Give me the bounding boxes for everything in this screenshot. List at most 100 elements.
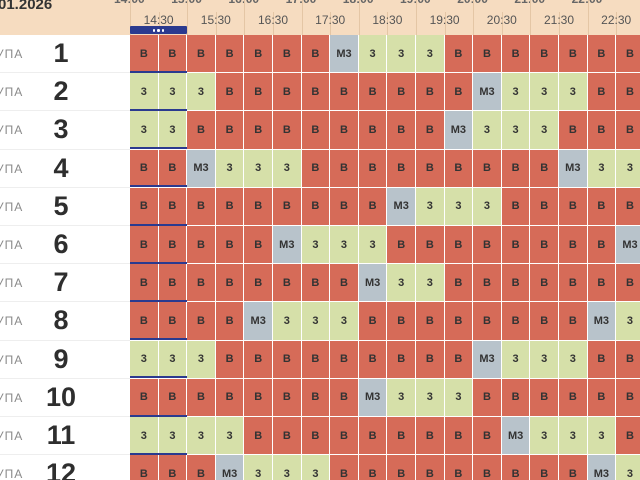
schedule-cell[interactable]: 3 bbox=[130, 73, 159, 112]
schedule-cell[interactable]: 3 bbox=[501, 73, 531, 112]
schedule-cell[interactable]: В bbox=[244, 417, 273, 456]
schedule-cell[interactable]: В bbox=[244, 73, 273, 112]
schedule-cell[interactable]: В bbox=[387, 149, 416, 188]
schedule-cell[interactable]: В bbox=[530, 149, 559, 188]
schedule-cell[interactable]: 3 bbox=[244, 455, 273, 480]
schedule-cell[interactable]: 3 bbox=[416, 187, 445, 226]
schedule-cell[interactable]: В bbox=[130, 187, 159, 226]
schedule-cell[interactable]: В bbox=[244, 226, 273, 265]
schedule-cell[interactable]: В bbox=[559, 226, 588, 265]
schedule-cell[interactable]: В bbox=[187, 264, 216, 303]
schedule-cell[interactable]: В bbox=[473, 35, 502, 74]
schedule-cell[interactable]: 3 bbox=[130, 340, 159, 379]
schedule-cell[interactable]: М3 bbox=[273, 226, 302, 265]
schedule-cell[interactable]: 3 bbox=[215, 149, 245, 188]
schedule-cell[interactable]: В bbox=[416, 111, 445, 150]
schedule-cell[interactable]: В bbox=[616, 73, 640, 112]
schedule-cell[interactable]: В bbox=[444, 417, 474, 456]
schedule-cell[interactable]: 3 bbox=[330, 302, 359, 341]
schedule-cell[interactable]: В bbox=[530, 264, 559, 303]
schedule-cell[interactable]: В bbox=[501, 378, 531, 417]
schedule-cell[interactable]: В bbox=[444, 340, 474, 379]
schedule-cell[interactable]: 3 bbox=[616, 302, 640, 341]
schedule-cell[interactable]: В bbox=[130, 378, 159, 417]
schedule-cell[interactable]: В bbox=[530, 226, 559, 265]
schedule-cell[interactable]: В bbox=[387, 302, 416, 341]
schedule-cell[interactable]: М3 bbox=[473, 340, 502, 379]
schedule-cell[interactable]: В bbox=[587, 378, 617, 417]
schedule-cell[interactable]: 3 bbox=[301, 226, 331, 265]
schedule-cell[interactable]: В bbox=[501, 35, 531, 74]
schedule-cell[interactable]: В bbox=[301, 378, 331, 417]
schedule-cell[interactable]: В bbox=[559, 264, 588, 303]
schedule-cell[interactable]: В bbox=[215, 187, 245, 226]
schedule-cell[interactable]: В bbox=[244, 35, 273, 74]
schedule-cell[interactable]: М3 bbox=[587, 302, 617, 341]
schedule-cell[interactable]: В bbox=[616, 35, 640, 74]
schedule-cell[interactable]: В bbox=[616, 187, 640, 226]
schedule-cell[interactable]: В bbox=[158, 226, 188, 265]
schedule-cell[interactable]: В bbox=[187, 226, 216, 265]
schedule-cell[interactable]: В bbox=[330, 73, 359, 112]
schedule-cell[interactable]: В bbox=[301, 73, 331, 112]
schedule-cell[interactable]: 3 bbox=[273, 149, 302, 188]
schedule-cell[interactable]: 3 bbox=[387, 264, 416, 303]
schedule-cell[interactable]: В bbox=[273, 340, 302, 379]
schedule-cell[interactable]: В bbox=[358, 73, 388, 112]
schedule-cell[interactable]: М3 bbox=[358, 378, 388, 417]
schedule-cell[interactable]: М3 bbox=[559, 149, 588, 188]
schedule-cell[interactable]: В bbox=[158, 302, 188, 341]
schedule-cell[interactable]: 3 bbox=[273, 455, 302, 480]
schedule-cell[interactable]: 3 bbox=[416, 264, 445, 303]
schedule-cell[interactable]: В bbox=[416, 417, 445, 456]
schedule-cell[interactable]: В bbox=[215, 340, 245, 379]
schedule-cell[interactable]: В bbox=[358, 417, 388, 456]
schedule-cell[interactable]: М3 bbox=[358, 264, 388, 303]
schedule-cell[interactable]: В bbox=[330, 340, 359, 379]
schedule-cell[interactable]: В bbox=[330, 264, 359, 303]
schedule-cell[interactable]: В bbox=[416, 340, 445, 379]
schedule-cell[interactable]: В bbox=[215, 111, 245, 150]
schedule-cell[interactable]: 3 bbox=[444, 187, 474, 226]
schedule-cell[interactable]: В bbox=[387, 111, 416, 150]
schedule-cell[interactable]: В bbox=[473, 264, 502, 303]
schedule-cell[interactable]: 3 bbox=[158, 73, 188, 112]
schedule-cell[interactable]: В bbox=[187, 455, 216, 480]
schedule-cell[interactable]: 3 bbox=[530, 73, 559, 112]
schedule-cell[interactable]: В bbox=[215, 264, 245, 303]
schedule-cell[interactable]: В bbox=[130, 226, 159, 265]
schedule-cell[interactable]: В bbox=[187, 378, 216, 417]
schedule-cell[interactable]: В bbox=[587, 111, 617, 150]
schedule-cell[interactable]: 3 bbox=[587, 149, 617, 188]
schedule-cell[interactable]: В bbox=[358, 149, 388, 188]
schedule-cell[interactable]: В bbox=[358, 340, 388, 379]
schedule-cell[interactable]: В bbox=[158, 149, 188, 188]
schedule-cell[interactable]: В bbox=[559, 187, 588, 226]
schedule-cell[interactable]: В bbox=[301, 340, 331, 379]
schedule-cell[interactable]: В bbox=[273, 378, 302, 417]
schedule-cell[interactable]: В bbox=[215, 73, 245, 112]
schedule-cell[interactable]: 3 bbox=[530, 111, 559, 150]
schedule-cell[interactable]: 3 bbox=[330, 226, 359, 265]
schedule-cell[interactable]: В bbox=[530, 455, 559, 480]
schedule-cell[interactable]: В bbox=[244, 111, 273, 150]
schedule-cell[interactable]: В bbox=[244, 378, 273, 417]
schedule-cell[interactable]: В bbox=[501, 187, 531, 226]
schedule-cell[interactable]: В bbox=[616, 378, 640, 417]
schedule-cell[interactable]: В bbox=[416, 455, 445, 480]
schedule-cell[interactable]: 3 bbox=[130, 417, 159, 456]
schedule-cell[interactable]: В bbox=[416, 73, 445, 112]
schedule-cell[interactable]: В bbox=[559, 35, 588, 74]
schedule-cell[interactable]: В bbox=[444, 73, 474, 112]
schedule-cell[interactable]: В bbox=[587, 73, 617, 112]
schedule-cell[interactable]: В bbox=[158, 455, 188, 480]
schedule-cell[interactable]: В bbox=[301, 35, 331, 74]
schedule-cell[interactable]: В bbox=[301, 417, 331, 456]
schedule-cell[interactable]: 3 bbox=[501, 111, 531, 150]
schedule-cell[interactable]: В bbox=[387, 73, 416, 112]
schedule-cell[interactable]: В bbox=[215, 35, 245, 74]
schedule-cell[interactable]: 3 bbox=[187, 417, 216, 456]
schedule-cell[interactable]: 3 bbox=[187, 340, 216, 379]
schedule-cell[interactable]: 3 bbox=[616, 455, 640, 480]
schedule-cell[interactable]: 3 bbox=[158, 340, 188, 379]
